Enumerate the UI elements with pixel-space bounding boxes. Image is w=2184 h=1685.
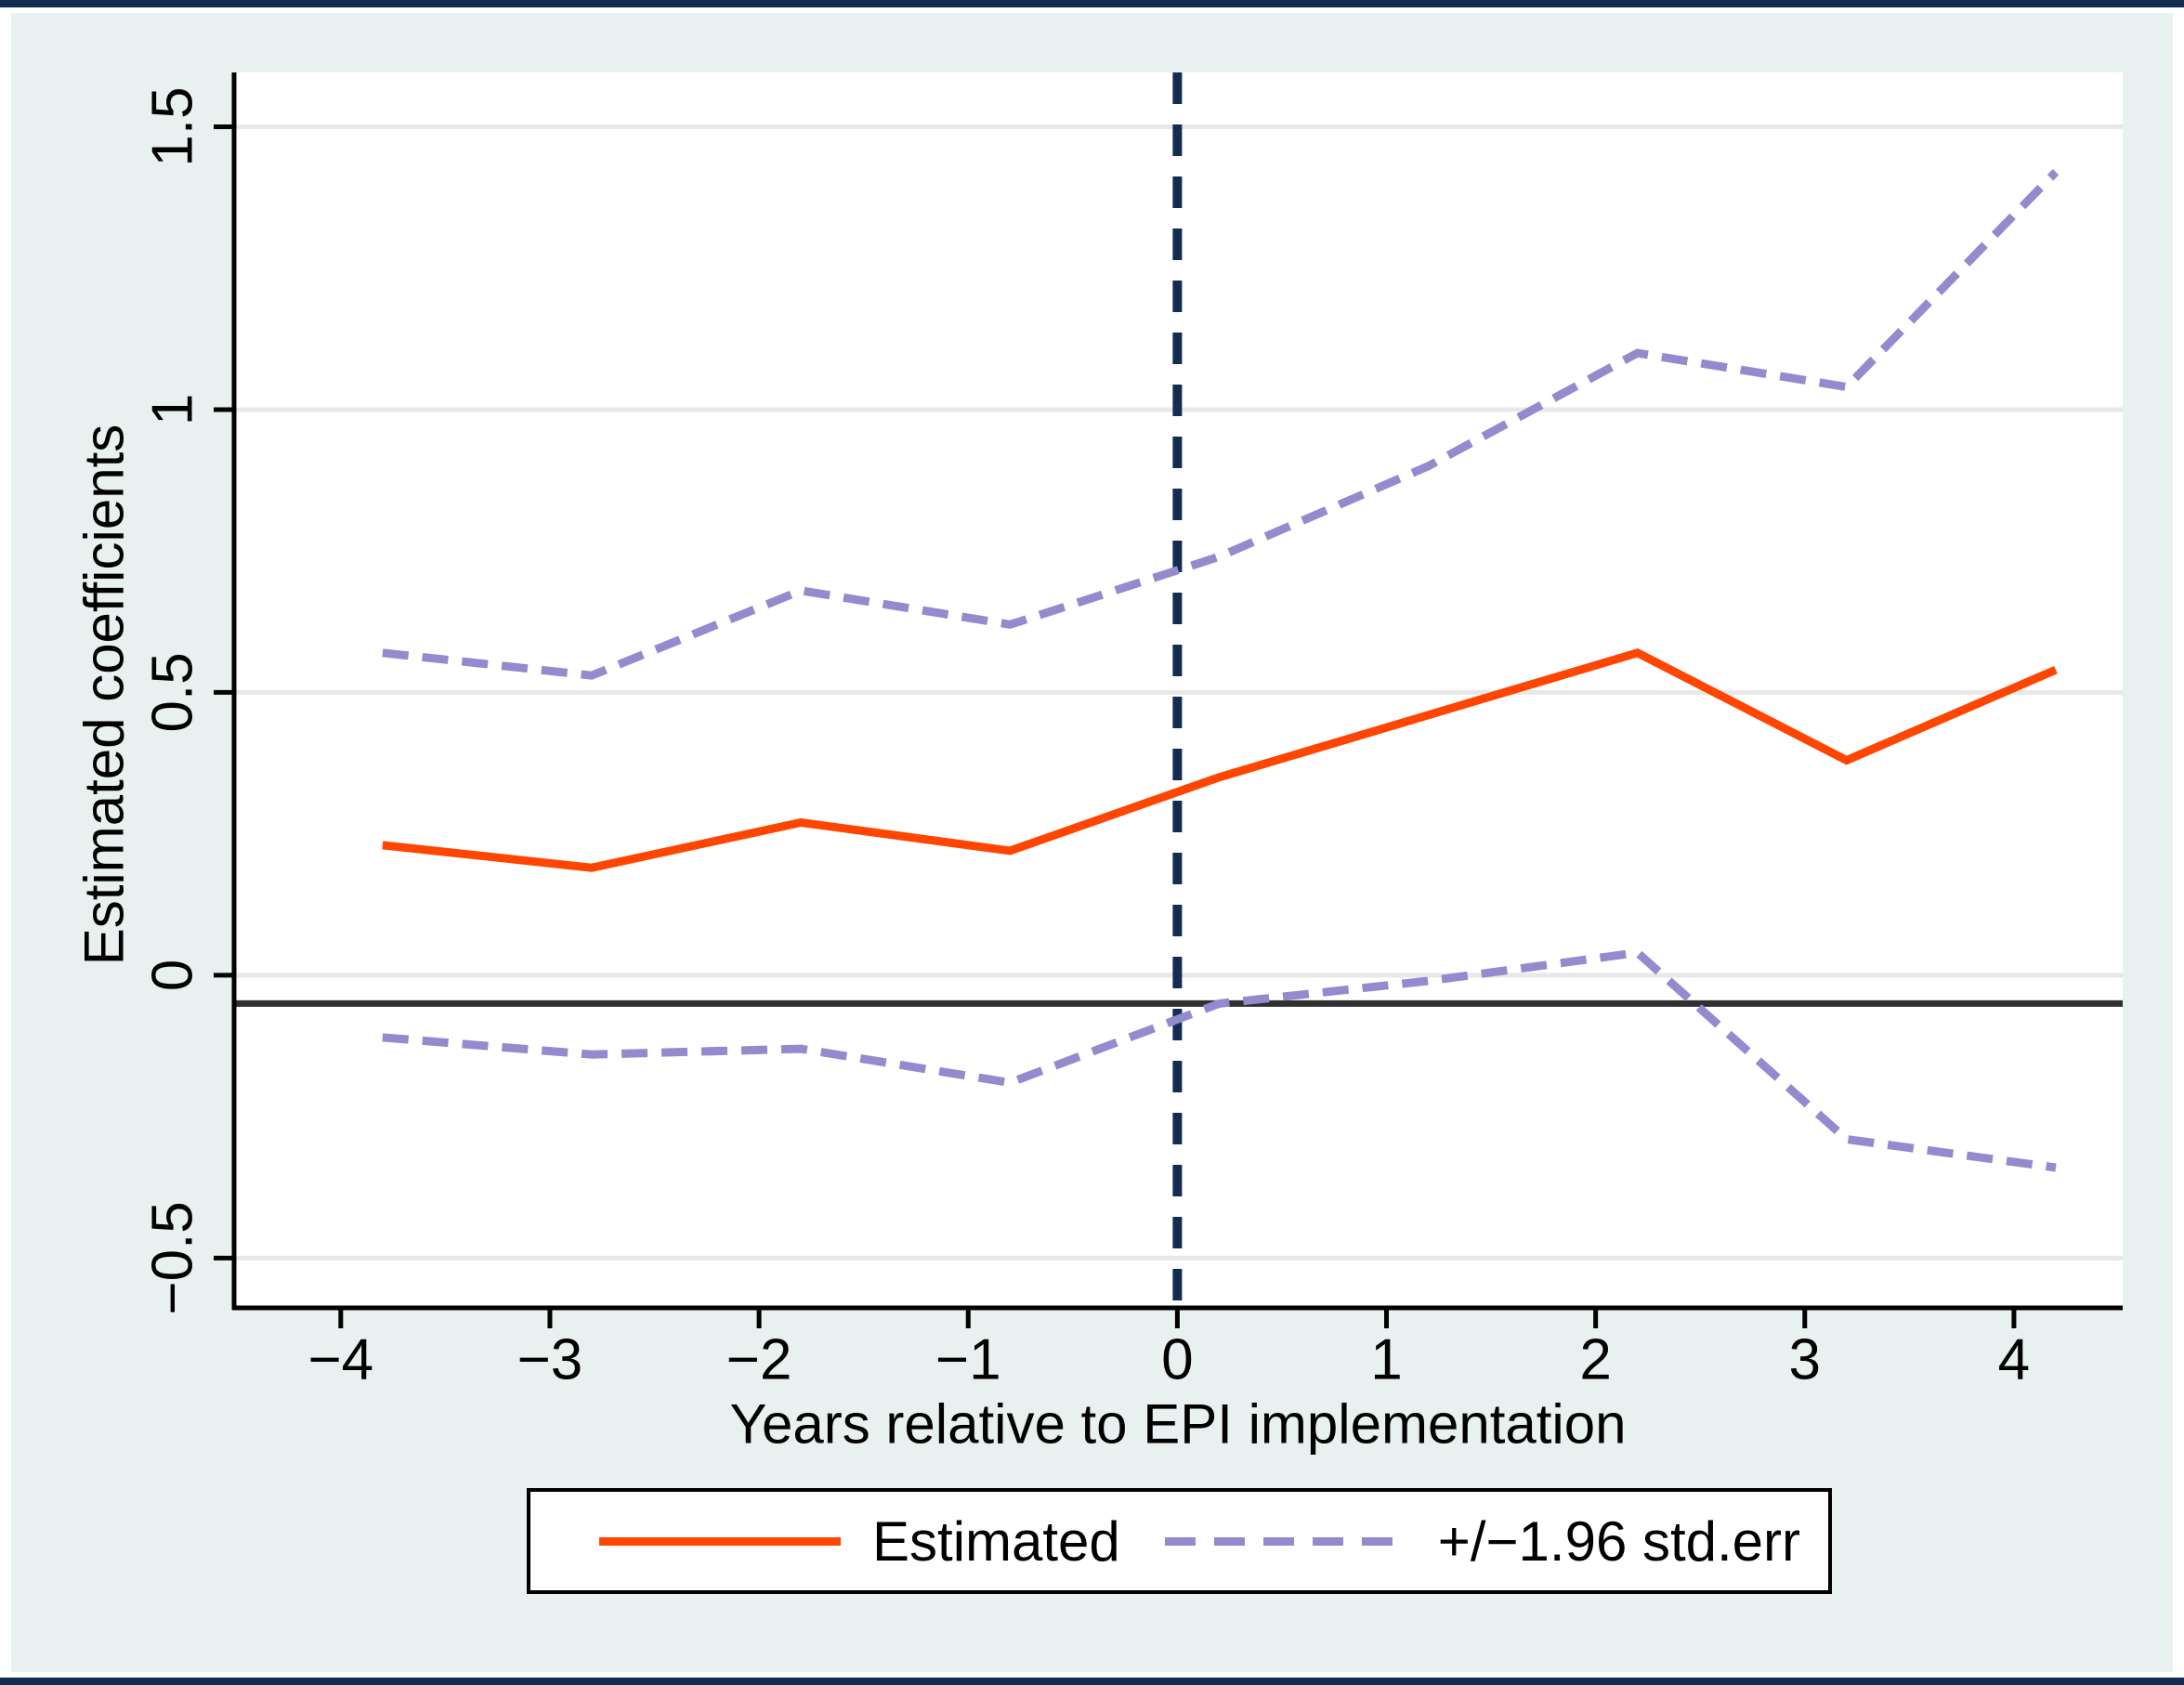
y-tick-label: 0.5 xyxy=(141,652,205,732)
legend-stderr-line-sample xyxy=(1164,1536,1406,1546)
confidence-band-line xyxy=(382,947,2057,1172)
x-axis-title: Years relative to EPI implementation xyxy=(729,1392,1627,1456)
legend-item-stderr: +/−1.96 std.err xyxy=(1164,1509,1801,1574)
x-tick-label: −1 xyxy=(935,1328,1001,1392)
legend-stderr-label: +/−1.96 std.err xyxy=(1437,1509,1801,1573)
legend-estimated-line-sample xyxy=(599,1536,841,1546)
x-tick-label: 1 xyxy=(1370,1328,1402,1392)
estimated-line xyxy=(382,647,2058,872)
x-tick-label: 0 xyxy=(1161,1328,1193,1392)
x-tick-label: −2 xyxy=(726,1328,792,1392)
x-tick-label: −3 xyxy=(517,1328,583,1392)
y-tick-label: −0.5 xyxy=(141,1201,205,1314)
x-tick-label: 3 xyxy=(1789,1328,1821,1392)
y-tick-label: 1 xyxy=(141,394,205,425)
legend-estimated-label: Estimated xyxy=(872,1509,1120,1573)
legend-item-estimated: Estimated xyxy=(599,1509,1120,1574)
y-tick-label: 1.5 xyxy=(140,86,204,166)
x-tick-label: 2 xyxy=(1579,1328,1611,1392)
bottom-edge-bar xyxy=(0,1678,2184,1685)
y-tick-label: 0 xyxy=(141,960,205,991)
legend: Estimated +/−1.96 std.err xyxy=(527,1488,1832,1594)
confidence-band-line xyxy=(382,169,2060,680)
top-edge-bar xyxy=(0,0,2184,7)
y-axis-title: Estimated coefficients xyxy=(72,424,136,966)
x-tick-label: −4 xyxy=(307,1328,373,1392)
x-tick-label: 4 xyxy=(1998,1328,2030,1392)
